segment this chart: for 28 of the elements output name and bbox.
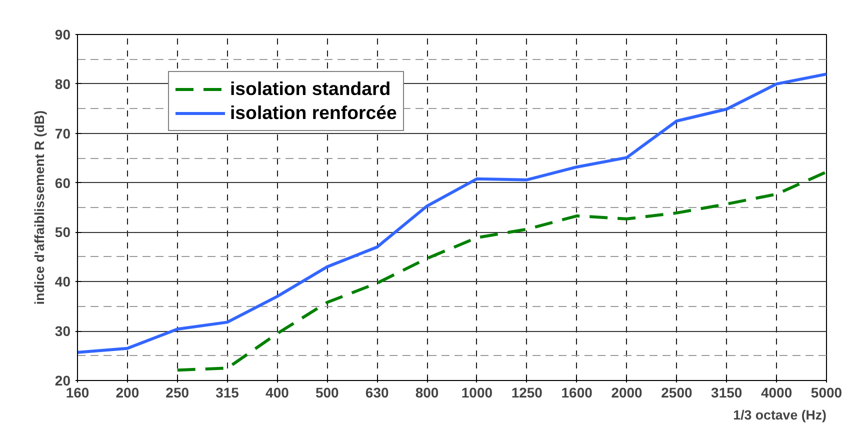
x-tick-label: 1000 — [461, 384, 493, 400]
y-tick-label: 70 — [54, 125, 71, 142]
y-tick-label: 90 — [54, 26, 71, 42]
line-series — [176, 170, 826, 372]
x-tick-label: 4000 — [760, 384, 792, 400]
x-tick-label: 250 — [166, 384, 190, 400]
x-tick-label: 5000 — [810, 384, 842, 400]
x-tick-label: 1600 — [561, 384, 593, 400]
y-tick-label: 40 — [54, 274, 71, 290]
x-tick-label: 800 — [415, 384, 439, 400]
legend-label: isolation renforcée — [230, 102, 397, 124]
x-tick-label: 400 — [266, 384, 290, 400]
x-tick-label: 2500 — [661, 384, 692, 400]
x-tick-label: 630 — [365, 384, 389, 400]
x-tick-label: 315 — [216, 384, 240, 400]
x-axis-title: 1/3 octave (Hz) — [733, 408, 827, 422]
y-axis-title: indice d'affaiblissement R (dB) — [32, 110, 47, 305]
x-tick-label: 1250 — [511, 384, 543, 400]
y-tick-label: 80 — [54, 76, 71, 92]
legend-label: isolation standard — [230, 78, 391, 100]
y-tick-label: 50 — [54, 224, 71, 240]
y-tick-label: 30 — [54, 323, 71, 340]
y-tick-label: 60 — [54, 174, 71, 191]
line-series — [78, 72, 826, 354]
x-tick-label: 3150 — [711, 384, 742, 400]
x-tick-label: 2000 — [611, 384, 643, 400]
x-tick-label: 200 — [116, 384, 140, 400]
x-tick-label: 500 — [315, 384, 340, 400]
